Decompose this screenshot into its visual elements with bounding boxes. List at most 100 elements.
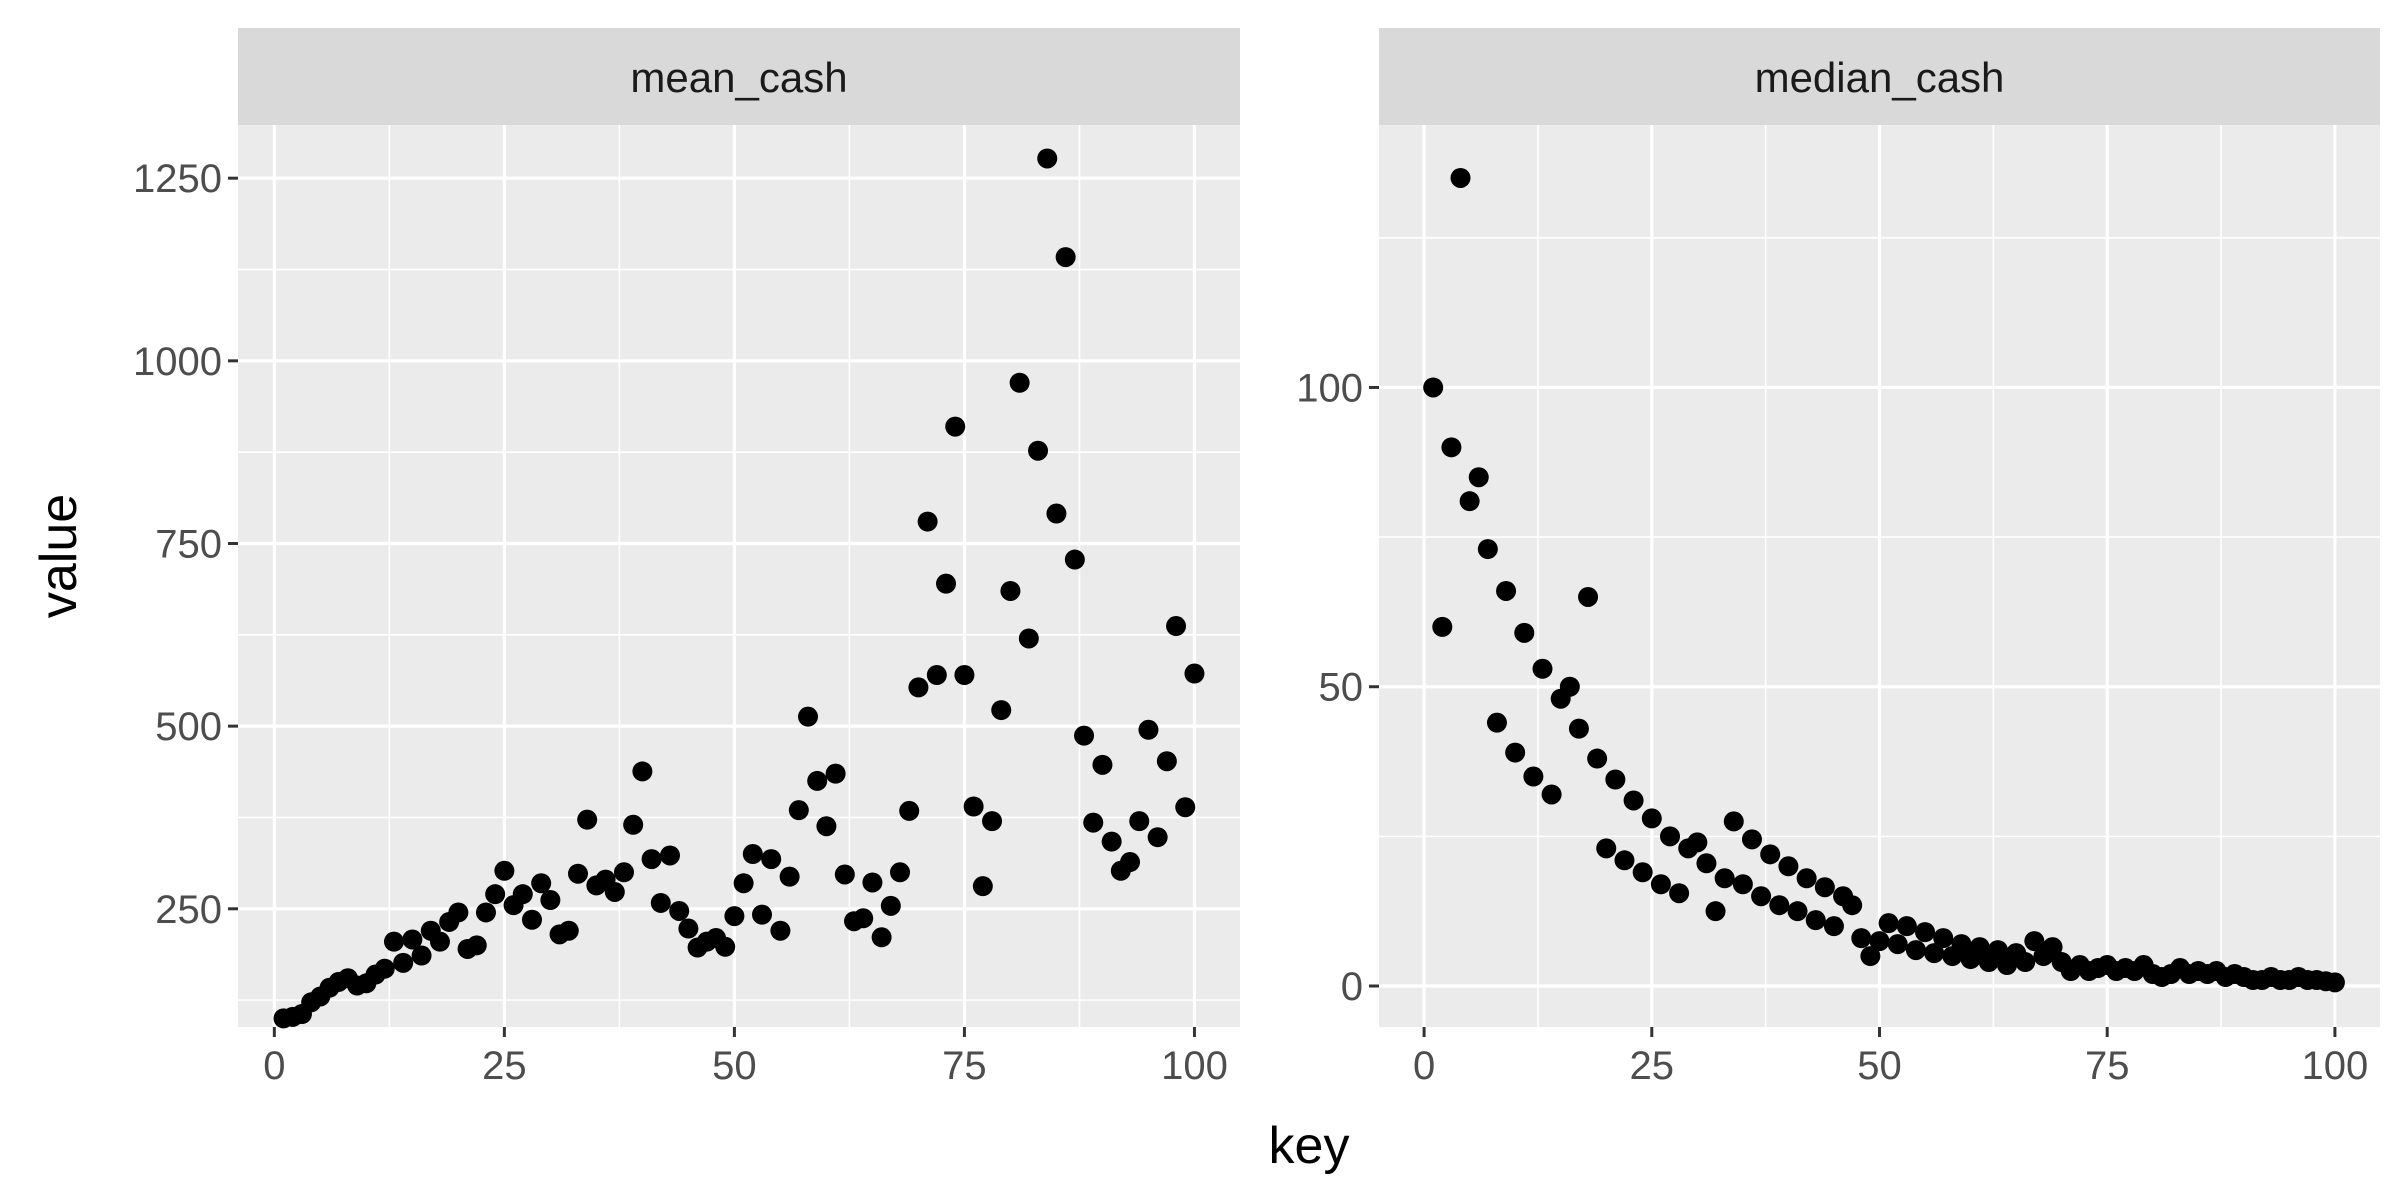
data-point xyxy=(623,815,643,835)
data-point xyxy=(1724,811,1744,831)
data-point xyxy=(1056,247,1076,267)
data-point xyxy=(724,906,744,926)
data-point xyxy=(1514,623,1534,643)
data-point xyxy=(1523,767,1543,787)
data-point xyxy=(1184,664,1204,684)
data-point xyxy=(1175,797,1195,817)
x-axis-title: key xyxy=(1269,1117,1350,1175)
data-point xyxy=(467,935,487,955)
data-point xyxy=(1815,877,1835,897)
data-point xyxy=(862,872,882,892)
data-point xyxy=(1933,928,1953,948)
data-point xyxy=(936,574,956,594)
data-point xyxy=(1441,437,1461,457)
data-point xyxy=(1037,148,1057,168)
x-tick-label: 25 xyxy=(482,1044,527,1088)
data-point xyxy=(1742,829,1762,849)
data-point xyxy=(476,902,496,922)
data-point xyxy=(1587,749,1607,769)
data-point xyxy=(991,700,1011,720)
data-point xyxy=(1166,616,1186,636)
data-point xyxy=(1092,755,1112,775)
y-axis-title: value xyxy=(30,494,88,618)
data-point xyxy=(1769,895,1789,915)
data-point xyxy=(430,932,450,952)
data-point xyxy=(448,902,468,922)
data-point xyxy=(1715,868,1735,888)
data-point xyxy=(807,771,827,791)
data-point xyxy=(1560,677,1580,697)
data-point xyxy=(1478,539,1498,559)
data-point xyxy=(1138,720,1158,740)
data-point xyxy=(2325,972,2345,992)
data-point xyxy=(1797,868,1817,888)
x-tick-label: 75 xyxy=(942,1044,987,1088)
x-tick-label: 0 xyxy=(263,1044,285,1088)
data-point xyxy=(1824,916,1844,936)
data-point xyxy=(770,921,790,941)
data-point xyxy=(375,959,395,979)
data-point xyxy=(982,811,1002,831)
data-point xyxy=(1120,852,1140,872)
data-point xyxy=(1687,832,1707,852)
data-point xyxy=(559,921,579,941)
data-point xyxy=(1660,826,1680,846)
data-point xyxy=(964,797,984,817)
data-point xyxy=(1074,726,1094,746)
data-point xyxy=(632,761,652,781)
data-point xyxy=(890,862,910,882)
data-point xyxy=(393,953,413,973)
data-point xyxy=(899,801,919,821)
data-point xyxy=(1605,770,1625,790)
y-tick-label: 500 xyxy=(155,705,222,749)
data-point xyxy=(853,908,873,928)
data-point xyxy=(1778,856,1798,876)
data-point xyxy=(1642,808,1662,828)
data-point xyxy=(734,873,754,893)
x-axis: 0 25 50 75 100 xyxy=(1413,1027,2368,1088)
data-point xyxy=(954,665,974,685)
y-tick-label: 0 xyxy=(1341,965,1363,1009)
data-point xyxy=(1706,901,1726,921)
data-point xyxy=(1000,581,1020,601)
data-point xyxy=(1696,853,1716,873)
data-point xyxy=(918,512,938,532)
data-point xyxy=(1879,913,1899,933)
data-point xyxy=(1423,377,1443,397)
panel-mean-cash: mean_cash 250 500 750 1000 1250 0 25 50 75 100 xyxy=(133,28,1240,1088)
data-point xyxy=(660,845,680,865)
x-tick-label: 50 xyxy=(712,1044,757,1088)
x-tick-label: 50 xyxy=(1857,1044,1902,1088)
data-point xyxy=(1624,790,1644,810)
data-point xyxy=(1065,550,1085,570)
data-point xyxy=(568,864,588,884)
data-point xyxy=(1842,895,1862,915)
data-point xyxy=(412,946,432,966)
y-tick-label: 250 xyxy=(155,888,222,932)
data-point xyxy=(614,862,634,882)
data-point xyxy=(1432,617,1452,637)
data-point xyxy=(1569,719,1589,739)
data-point xyxy=(908,677,928,697)
x-tick-label: 100 xyxy=(1161,1044,1228,1088)
data-point xyxy=(1751,886,1771,906)
data-point xyxy=(1851,928,1871,948)
data-point xyxy=(1505,743,1525,763)
data-point xyxy=(1148,827,1168,847)
data-point xyxy=(1532,659,1552,679)
data-point xyxy=(1010,373,1030,393)
data-point xyxy=(780,867,800,887)
y-tick-label: 1250 xyxy=(133,157,222,201)
x-tick-label: 100 xyxy=(2302,1044,2369,1088)
data-point xyxy=(605,882,625,902)
data-point xyxy=(1578,587,1598,607)
data-point xyxy=(1633,862,1653,882)
x-axis: 0 25 50 75 100 xyxy=(263,1027,1228,1088)
data-point xyxy=(522,910,542,930)
data-point xyxy=(1129,811,1149,831)
data-point xyxy=(743,844,763,864)
data-point xyxy=(761,849,781,869)
data-point xyxy=(1157,751,1177,771)
data-point xyxy=(1651,874,1671,894)
